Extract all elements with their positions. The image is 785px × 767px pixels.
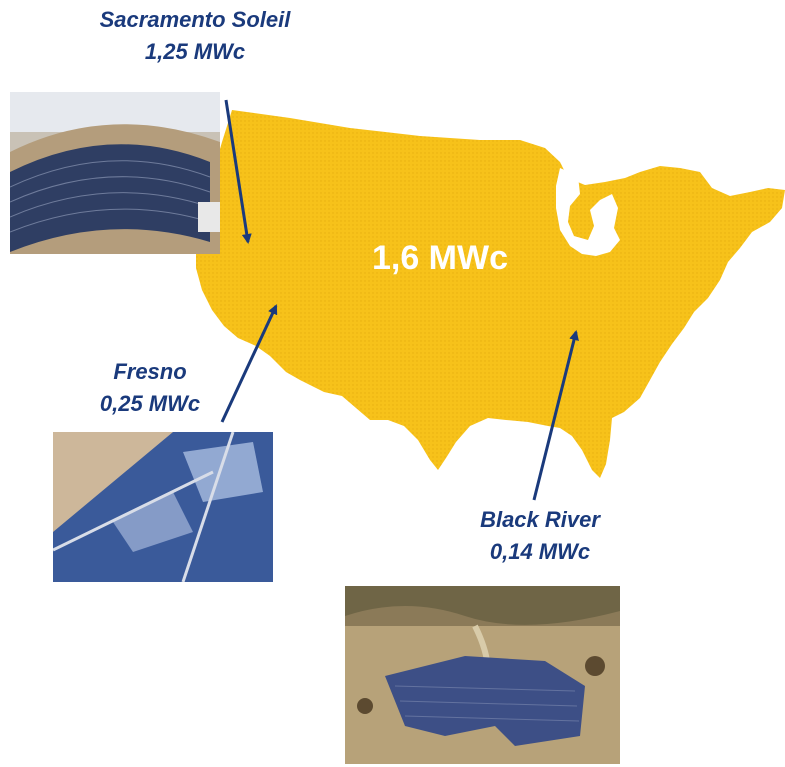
site-label-black-river: Black River 0,14 MWc <box>430 504 650 568</box>
great-lakes-shape <box>556 168 620 256</box>
site-name: Fresno <box>113 359 187 384</box>
arrow-black-river <box>532 330 579 501</box>
photo-sacramento-solar-array <box>10 92 220 254</box>
total-capacity-label: 1,6 MWc <box>371 239 509 277</box>
site-capacity: 0,25 MWc <box>99 391 201 416</box>
site-capacity: 1,25 MWc <box>144 39 246 64</box>
site-label-fresno: Fresno 0,25 MWc <box>50 356 250 420</box>
arrow-sacramento <box>224 99 252 244</box>
site-name: Sacramento Soleil <box>99 7 291 32</box>
photo-fresno-solar-panel <box>53 432 273 582</box>
usa-map-shape <box>196 110 785 478</box>
site-label-sacramento: Sacramento Soleil 1,25 MWc <box>40 4 350 68</box>
site-name: Black River <box>480 507 600 532</box>
site-capacity: 0,14 MWc <box>489 539 591 564</box>
photo-black-river-solar-field <box>345 586 620 764</box>
arrow-fresno <box>220 304 278 423</box>
